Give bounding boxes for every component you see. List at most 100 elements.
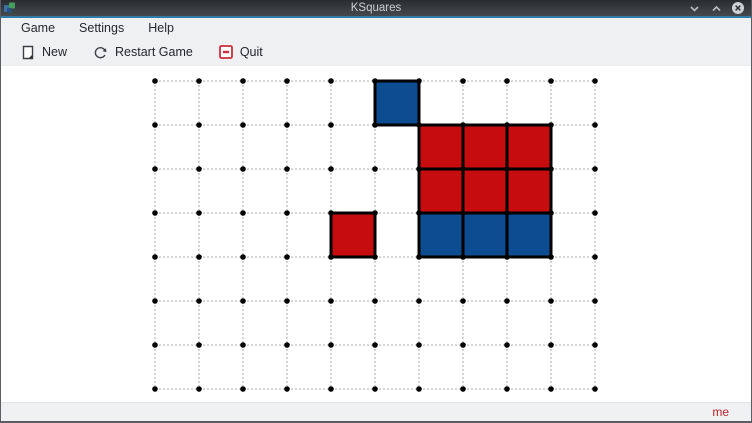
board-dot [460, 298, 466, 304]
close-icon [732, 2, 744, 14]
board-dot [240, 298, 246, 304]
board-dot [284, 254, 290, 260]
current-player-label: me [712, 405, 729, 419]
board-dot [196, 298, 202, 304]
completed-square-blue [417, 211, 465, 259]
board-dot [284, 166, 290, 172]
board-dot [240, 342, 246, 348]
board-dot [504, 342, 510, 348]
board-dot [592, 386, 598, 392]
board-dot [592, 78, 598, 84]
titlebar: KSquares [1, 0, 751, 16]
board-dot [240, 210, 246, 216]
menu-settings[interactable]: Settings [79, 21, 125, 35]
board-dot [152, 386, 158, 392]
menu-game[interactable]: Game [21, 21, 56, 35]
board-dot [152, 122, 158, 128]
board-dot [240, 254, 246, 260]
menu-help[interactable]: Help [148, 21, 174, 35]
board-dot [152, 342, 158, 348]
quit-button-label: Quit [239, 45, 263, 59]
board-dot [328, 166, 334, 172]
board-dot [328, 122, 334, 128]
completed-square-blue [373, 79, 421, 127]
board-dot [372, 386, 378, 392]
completed-square-blue [461, 211, 509, 259]
board-dot [196, 78, 202, 84]
toolbar: New Restart Game Quit [1, 38, 751, 66]
statusbar: me [1, 402, 751, 421]
board-dot [460, 386, 466, 392]
board-dot [548, 342, 554, 348]
maximize-button[interactable] [709, 1, 723, 15]
board-dot [328, 386, 334, 392]
board-dot [372, 210, 378, 216]
close-button[interactable] [731, 1, 745, 15]
board-dot [548, 298, 554, 304]
board-dot [284, 78, 290, 84]
board-dot [592, 166, 598, 172]
board-dot [592, 254, 598, 260]
restart-game-button[interactable]: Restart Game [87, 42, 199, 63]
completed-square-red [461, 123, 509, 171]
completed-square-red [461, 167, 509, 215]
board-dot [416, 254, 422, 260]
board-dot [196, 342, 202, 348]
app-icon [4, 2, 15, 13]
minimize-button[interactable] [687, 1, 701, 15]
board-dot [328, 78, 334, 84]
board-dot [416, 78, 422, 84]
menubar: Game Settings Help [1, 18, 751, 38]
board-dot [372, 166, 378, 172]
board-dot [152, 254, 158, 260]
board-dot [196, 254, 202, 260]
board-dot [548, 386, 554, 392]
board-dot [196, 210, 202, 216]
board-dot [152, 298, 158, 304]
chevron-down-icon [689, 5, 699, 12]
game-board-canvas[interactable] [1, 66, 751, 402]
board-dot [152, 210, 158, 216]
board-dot [284, 122, 290, 128]
board-dot [592, 342, 598, 348]
board-dot [196, 166, 202, 172]
board-dot [592, 298, 598, 304]
board-dot [416, 166, 422, 172]
board-dot [504, 166, 510, 172]
restart-icon [94, 46, 107, 58]
completed-square-blue [505, 211, 553, 259]
completed-square-red [505, 123, 553, 171]
board-dot [592, 122, 598, 128]
titlebar-accent-line [1, 16, 751, 18]
board-dot [372, 78, 378, 84]
board-dot [240, 386, 246, 392]
board-dot [548, 78, 554, 84]
board-dot [240, 166, 246, 172]
board-dot [372, 298, 378, 304]
board-dot [504, 254, 510, 260]
board-dot [592, 210, 598, 216]
dots-and-boxes-board[interactable] [1, 66, 751, 402]
quit-button[interactable]: Quit [213, 42, 269, 62]
board-dot [460, 210, 466, 216]
window-title: KSquares [350, 2, 402, 14]
board-dot [504, 122, 510, 128]
board-dot [152, 166, 158, 172]
board-dot [504, 78, 510, 84]
board-dot [504, 298, 510, 304]
board-dot [284, 342, 290, 348]
board-dot [460, 122, 466, 128]
board-dot [240, 122, 246, 128]
new-button[interactable]: New [15, 42, 73, 63]
board-dot [284, 386, 290, 392]
board-dot [152, 78, 158, 84]
completed-square-red [329, 211, 377, 259]
board-dot [548, 122, 554, 128]
board-dot [548, 166, 554, 172]
board-dot [504, 210, 510, 216]
completed-square-red [417, 167, 465, 215]
board-dot [460, 166, 466, 172]
board-dot [416, 122, 422, 128]
window-controls [687, 1, 751, 15]
